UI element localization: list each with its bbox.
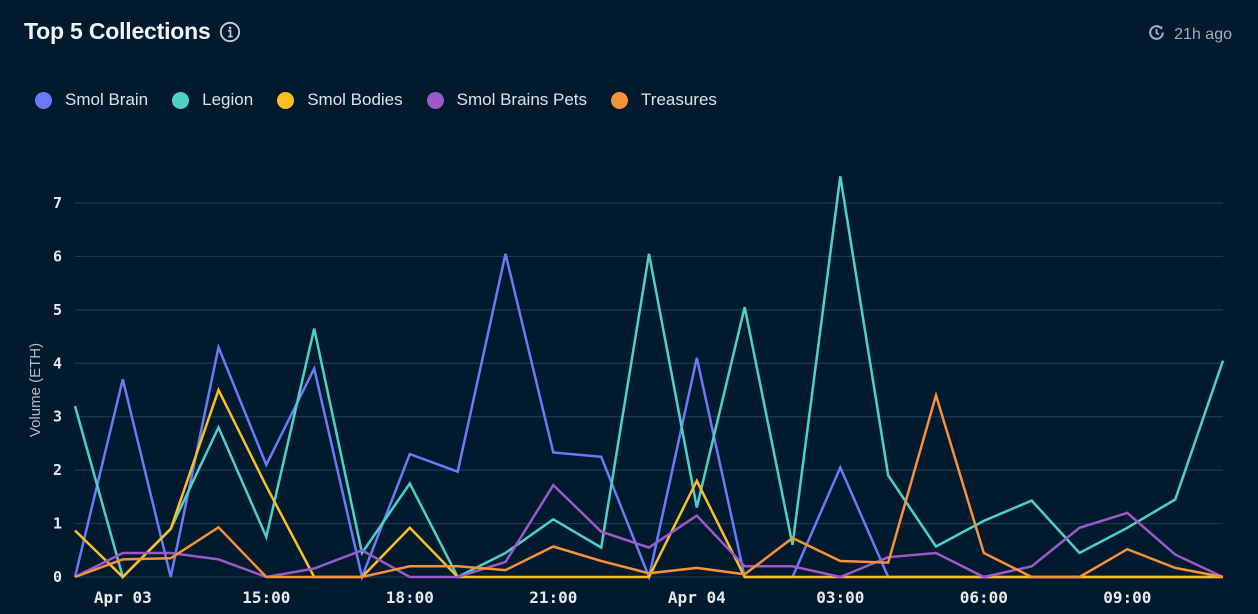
legend-dot-icon — [277, 91, 295, 109]
legend-label: Treasures — [641, 90, 717, 109]
legend-dot-icon — [35, 91, 52, 109]
y-tick-label: 5 — [53, 301, 62, 319]
last-updated: 21h ago — [1147, 23, 1232, 47]
y-tick-label: 4 — [53, 354, 62, 372]
y-tick-label: 6 — [53, 247, 62, 265]
legend-label: Smol Bodies — [307, 90, 403, 109]
info-icon[interactable] — [219, 21, 241, 43]
x-tick-label: 21:00 — [529, 588, 577, 607]
series-lines — [73, 176, 1225, 582]
x-tick-label: 03:00 — [816, 588, 864, 607]
legend-label: Legion — [202, 90, 254, 109]
x-tick-label: 06:00 — [960, 588, 1008, 607]
legend-dot-icon — [426, 91, 444, 109]
x-tick-label: 15:00 — [242, 588, 290, 607]
chart-title: Top 5 Collections — [24, 18, 211, 44]
legend-item[interactable]: Smol Bodies — [277, 90, 403, 110]
legend-item[interactable]: Smol Brains Pets — [426, 90, 588, 110]
legend-item[interactable]: Treasures — [611, 90, 717, 110]
y-tick-label: 2 — [53, 461, 62, 479]
series-line-smol-brain[interactable] — [73, 253, 1223, 582]
y-axis-ticks: 0 1 2 3 4 5 6 7 — [53, 194, 62, 586]
chart-header: Top 5 Collections — [24, 18, 241, 45]
y-tick-label: 7 — [53, 194, 62, 212]
x-tick-label: Apr 04 — [668, 588, 726, 607]
legend-dot-icon — [172, 91, 190, 109]
legend-dot-icon — [611, 91, 629, 109]
x-tick-label: 09:00 — [1103, 588, 1151, 607]
legend-item[interactable]: Legion — [172, 90, 253, 110]
y-tick-label: 0 — [53, 568, 62, 586]
y-tick-label: 3 — [53, 408, 62, 426]
x-tick-label: 18:00 — [386, 588, 434, 607]
x-axis-ticks: Apr 03 15:00 18:00 21:00 Apr 04 03:00 06:00 09:… — [94, 588, 1151, 607]
chart-legend: Smol Brain Legion Smol Bodies Smol Brains P… — [35, 90, 741, 110]
legend-label: Smol Brain — [65, 90, 149, 109]
series-line-treasures[interactable] — [74, 390, 1224, 579]
series-line-smol-brains-pets[interactable] — [74, 483, 1224, 579]
last-updated-text: 21h ago — [1174, 26, 1232, 43]
x-tick-label: Apr 03 — [94, 588, 152, 607]
series-line-legion[interactable] — [73, 176, 1225, 580]
y-axis-label: Volume (ETH) — [27, 343, 44, 437]
legend-item[interactable]: Smol Brain — [35, 90, 148, 110]
y-tick-label: 1 — [53, 515, 62, 533]
legend-label: Smol Brains Pets — [456, 90, 588, 109]
clock-refresh-icon — [1147, 23, 1166, 47]
